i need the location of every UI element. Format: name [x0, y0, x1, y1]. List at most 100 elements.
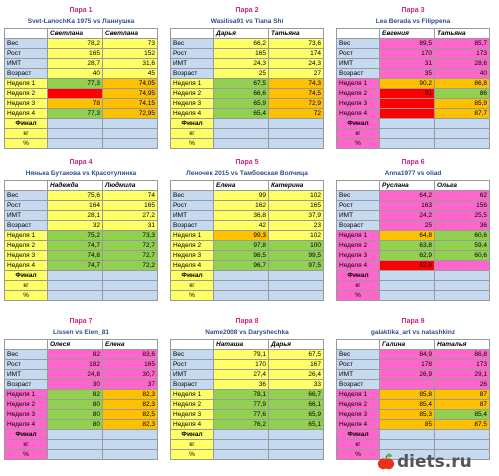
- value-cell: 72: [268, 108, 324, 119]
- value-cell: 36: [213, 379, 269, 390]
- table-row: Неделя 3 77,6 65,9: [170, 409, 324, 420]
- final-row: %: [336, 449, 490, 460]
- table-row: Неделя 2 80 82,3: [4, 399, 158, 410]
- value-cell: 72,95: [102, 108, 158, 119]
- pair-participants: Lissen vs Elen_81: [52, 329, 109, 336]
- pair-participants: Svet-LanochKa 1975 vs Ланнушка: [27, 18, 135, 25]
- table-row: Неделя 4 96,7 97,5: [170, 260, 324, 271]
- final-label: %: [4, 290, 48, 301]
- value-cell: 73,6: [268, 38, 324, 49]
- pair-9: Пара 9 galaktika_art vs natashkinz Галина Н…: [336, 316, 490, 460]
- row-label: Рост: [170, 48, 214, 59]
- pair-title: Пара 2: [235, 7, 259, 14]
- row-label: Неделя 3: [4, 250, 48, 261]
- value-cell: 82,3: [102, 399, 158, 410]
- value-cell: 28,6: [434, 58, 490, 69]
- pair-8: Пара 8 Name2008 vs Daryshechka Наташа Дарья…: [170, 316, 324, 460]
- participant-name: Светлана: [102, 28, 158, 39]
- row-label: Вес: [336, 190, 380, 201]
- value-cell: 27,4: [213, 369, 269, 380]
- header-blank: [336, 339, 380, 350]
- value-cell: 42: [213, 220, 269, 231]
- pair-table: Дарья Татьяна Вес 66,2 73,6 Рост 165 174 ИМТ 24,3…: [170, 28, 324, 149]
- participant-name: Ольга: [434, 180, 490, 191]
- table-row: Неделя 1 77,3 74,05: [4, 78, 158, 89]
- value-cell: 62,8: [379, 260, 435, 271]
- value-cell: 65,9: [213, 98, 269, 109]
- final-cell: [47, 128, 103, 139]
- final-row: Финал: [4, 429, 158, 440]
- final-cell: [268, 280, 324, 291]
- final-row: %: [336, 138, 490, 149]
- final-row: Финал: [336, 429, 490, 440]
- table-row: Возраст 32 31: [4, 220, 158, 231]
- final-cell: [379, 290, 435, 301]
- value-cell: 64,8: [379, 230, 435, 241]
- header-row: Светлана Светлана: [4, 28, 158, 39]
- table-row: Рост 165 152: [4, 48, 158, 59]
- final-row: кг: [170, 128, 324, 139]
- pair-table: Олеся Елена Вес 82 83,6 Рост 182 165 ИМТ 24,8 30,7…: [4, 339, 158, 460]
- table-row: Неделя 2 85,4 87: [336, 399, 490, 410]
- value-cell: 163: [379, 200, 435, 211]
- value-cell: 82: [47, 389, 103, 400]
- pair-participants: Anna1977 vs oliad: [384, 170, 442, 177]
- value-cell: 90,2: [379, 78, 435, 89]
- value-cell: 66,7: [268, 389, 324, 400]
- final-label: Финал: [336, 270, 380, 281]
- value-cell: 26,9: [379, 369, 435, 380]
- final-row: Финал: [170, 429, 324, 440]
- final-cell: [434, 128, 490, 139]
- row-label: Вес: [4, 349, 48, 360]
- row-label: Неделя 2: [170, 399, 214, 410]
- row-label: Неделя 3: [170, 250, 214, 261]
- row-label: Неделя 1: [170, 389, 214, 400]
- pair-title: Пара 7: [69, 318, 93, 325]
- value-cell: 182: [47, 359, 103, 370]
- pair-4: Пара 4 Нянька Бутакова vs Красотулинка Над…: [4, 157, 158, 301]
- header-row: Руслана Ольга: [336, 180, 490, 191]
- row-label: Неделя 4: [4, 260, 48, 271]
- final-cell: [379, 138, 435, 149]
- final-label: кг: [336, 280, 380, 291]
- final-cell: [434, 439, 490, 450]
- value-cell: 80: [47, 409, 103, 420]
- table-row: Неделя 2 63,8 59,4: [336, 240, 490, 251]
- table-row: Неделя 2 66,6 74,5: [170, 88, 324, 99]
- final-label: %: [170, 138, 214, 149]
- header-row: Елена Катерина: [170, 180, 324, 191]
- row-label: Неделя 1: [4, 389, 48, 400]
- table-row: Возраст 30 37: [4, 379, 158, 390]
- row-label: Неделя 2: [336, 240, 380, 251]
- value-cell: 85,4: [379, 399, 435, 410]
- participant-name: Катерина: [268, 180, 324, 191]
- row-label: Возраст: [4, 379, 48, 390]
- participant-name: Евгения: [379, 28, 435, 39]
- final-cell: [268, 128, 324, 139]
- value-cell: 74,05: [102, 78, 158, 89]
- value-cell: 89,5: [379, 38, 435, 49]
- value-cell: 85,9: [434, 98, 490, 109]
- value-cell: 25,5: [434, 210, 490, 221]
- final-cell: [47, 290, 103, 301]
- final-cell: [379, 280, 435, 291]
- final-cell: [268, 138, 324, 149]
- value-cell: 83,6: [102, 349, 158, 360]
- final-label: %: [4, 449, 48, 460]
- value-cell: 65,9: [268, 409, 324, 420]
- diets-logo[interactable]: diets.ru: [377, 451, 495, 473]
- final-row: Финал: [170, 270, 324, 281]
- final-row: кг: [4, 439, 158, 450]
- value-cell: 77,3: [47, 108, 103, 119]
- final-cell: [102, 128, 158, 139]
- final-cell: [379, 118, 435, 129]
- table-row: Неделя 4 76,2 65,1: [170, 419, 324, 430]
- final-label: Финал: [170, 429, 214, 440]
- final-cell: [213, 439, 269, 450]
- row-label: Рост: [170, 359, 214, 370]
- table-row: Возраст 25 36: [336, 220, 490, 231]
- row-label: Неделя 1: [170, 230, 214, 241]
- header-row: Галина Наталья: [336, 339, 490, 350]
- final-row: кг: [336, 280, 490, 291]
- value-cell: 24,3: [268, 58, 324, 69]
